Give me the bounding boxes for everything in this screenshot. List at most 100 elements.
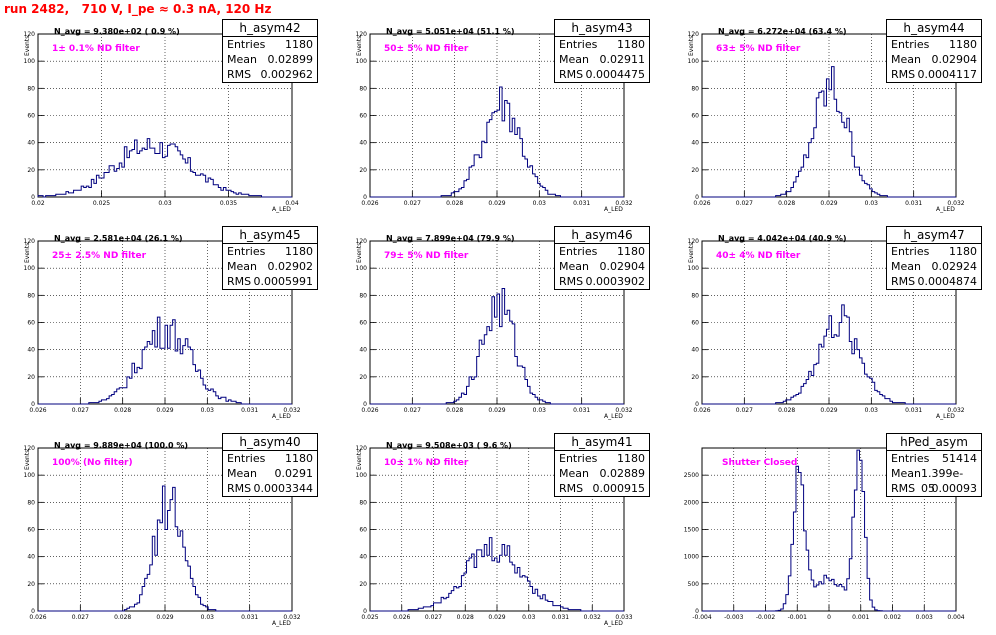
- navg-label: N_avg = 6.272e+04 (63.4 %): [718, 27, 847, 36]
- stats-row: RMS 0.0004117: [887, 67, 981, 82]
- filter-label: 10± 1% ND filter: [384, 458, 469, 468]
- filter-label: 79± 5% ND filter: [384, 251, 469, 261]
- x-tick-label: 0.03: [201, 407, 215, 414]
- histogram-pad-h_asym43: 0.026 0.027 0.028 0.029 0.03 0.031 0.032 0 20 40 6…: [332, 14, 664, 221]
- stats-row: RMS 0.0005991: [223, 274, 317, 289]
- x-tick-label: 0.03: [865, 200, 879, 207]
- y-tick-label: 0: [363, 401, 367, 408]
- x-tick-label: 0.026: [693, 407, 710, 414]
- stats-value: 1180: [617, 245, 645, 258]
- x-tick-label: 0.031: [905, 407, 922, 414]
- x-tick-label: 0.026: [693, 200, 710, 207]
- stats-row: Entries 1180: [223, 451, 317, 466]
- stats-title: h_asym41: [555, 434, 649, 451]
- y-tick-label: 80: [27, 85, 35, 92]
- stats-row: Mean 1.399e-05: [887, 466, 981, 495]
- stats-box: h_asym40 Entries 1180 Mean 0.0291 RMS 0.000334…: [222, 433, 318, 497]
- filter-label: 63± 5% ND filter: [716, 44, 801, 54]
- run-title: run 2482, 710 V, I_pe ≈ 0.3 nA, 120 Hz: [4, 2, 272, 16]
- stats-row: Entries 1180: [887, 37, 981, 52]
- stats-label: Entries: [227, 245, 266, 258]
- x-tick-label: 0.028: [778, 200, 795, 207]
- stats-row: Mean 0.02904: [887, 52, 981, 67]
- filter-label: 25± 2.5% ND filter: [52, 251, 147, 261]
- stats-row: Entries 1180: [555, 244, 649, 259]
- histogram-pad-h_asym41: 0.025 0.026 0.027 0.028 0.029 0.03 0.031 0.032 0…: [332, 428, 664, 635]
- y-tick-label: 20: [359, 581, 367, 588]
- filter-label: 100% (No filter): [52, 458, 133, 468]
- histogram-line: [702, 66, 956, 198]
- y-tick-label: 40: [27, 140, 35, 147]
- x-tick-label: 0.02: [31, 200, 45, 207]
- stats-title: h_asym43: [555, 20, 649, 37]
- stats-value: 0.0004117: [917, 68, 978, 81]
- stats-title: h_asym42: [223, 20, 317, 37]
- x-tick-label: 0.032: [947, 200, 964, 207]
- stats-row: RMS 0.0003344: [223, 481, 317, 496]
- x-tick-label: 0: [827, 614, 831, 621]
- navg-label: N_avg = 5.051e+04 (51.1 %): [386, 27, 515, 36]
- x-tick-label: 0.027: [425, 614, 442, 621]
- stats-label: Entries: [227, 38, 266, 51]
- x-tick-label: 0.03: [158, 200, 172, 207]
- y-tick-label: 100: [688, 58, 700, 65]
- stats-value: 0.02889: [599, 467, 646, 480]
- stats-value: 0.02904: [931, 53, 978, 66]
- stats-label: RMS: [227, 275, 252, 288]
- x-tick-label: 0.035: [220, 200, 237, 207]
- y-tick-label: 40: [27, 347, 35, 354]
- x-axis-title: A_LED: [936, 413, 955, 420]
- stats-label: Entries: [559, 38, 598, 51]
- stats-value: 0.0291: [274, 467, 314, 480]
- y-tick-label: 0: [31, 401, 35, 408]
- navg-label: N_avg = 9.889e+04 (100.0 %): [54, 441, 189, 450]
- stats-label: RMS: [227, 482, 252, 495]
- x-tick-label: 0.028: [446, 200, 463, 207]
- stats-row: RMS 0.000915: [555, 481, 649, 496]
- y-tick-label: 60: [359, 320, 367, 327]
- x-tick-label: 0.029: [156, 407, 173, 414]
- stats-row: Mean 0.02889: [555, 466, 649, 481]
- y-tick-label: 0: [31, 194, 35, 201]
- stats-label: Mean: [891, 53, 921, 66]
- stats-label: Mean: [227, 260, 257, 273]
- stats-value: 0.000915: [592, 482, 646, 495]
- x-tick-label: 0.032: [283, 407, 300, 414]
- stats-value: 0.02911: [599, 53, 646, 66]
- stats-row: RMS 0.0003902: [555, 274, 649, 289]
- x-axis-title: A_LED: [272, 206, 291, 213]
- stats-value: 0.0004475: [585, 68, 646, 81]
- y-tick-label: 60: [27, 113, 35, 120]
- stats-title: h_asym46: [555, 227, 649, 244]
- y-tick-label: 20: [691, 374, 699, 381]
- histogram-line: [370, 537, 624, 612]
- y-tick-label: 40: [691, 140, 699, 147]
- y-tick-label: 120: [24, 445, 36, 452]
- x-tick-label: 0.032: [584, 614, 601, 621]
- histogram-line: [370, 86, 624, 198]
- y-axis-title: Events: [24, 449, 31, 470]
- navg-label: N_avg = 4.042e+04 (40.9 %): [718, 234, 847, 243]
- x-tick-label: 0.028: [114, 407, 131, 414]
- y-axis-title: Events: [24, 35, 31, 56]
- y-tick-label: 120: [356, 238, 368, 245]
- stats-row: RMS 0.002962: [223, 67, 317, 82]
- y-tick-label: 20: [359, 374, 367, 381]
- stats-row: Entries 1180: [555, 451, 649, 466]
- x-tick-label: 0.03: [865, 407, 879, 414]
- stats-label: Mean: [227, 467, 257, 480]
- stats-label: Entries: [891, 452, 930, 465]
- y-axis-title: Events: [356, 35, 363, 56]
- x-tick-label: 0.032: [615, 200, 632, 207]
- stats-row: Mean 0.02904: [555, 259, 649, 274]
- x-tick-label: 0.03: [522, 614, 536, 621]
- y-tick-label: 100: [688, 265, 700, 272]
- y-tick-label: 20: [27, 167, 35, 174]
- stats-value: 1180: [285, 38, 313, 51]
- stats-title: h_asym44: [887, 20, 981, 37]
- y-axis-title: Events: [688, 35, 695, 56]
- stats-row: Mean 0.02911: [555, 52, 649, 67]
- y-tick-label: 100: [24, 58, 36, 65]
- stats-value: 0.0004874: [917, 275, 978, 288]
- y-tick-label: 0: [695, 194, 699, 201]
